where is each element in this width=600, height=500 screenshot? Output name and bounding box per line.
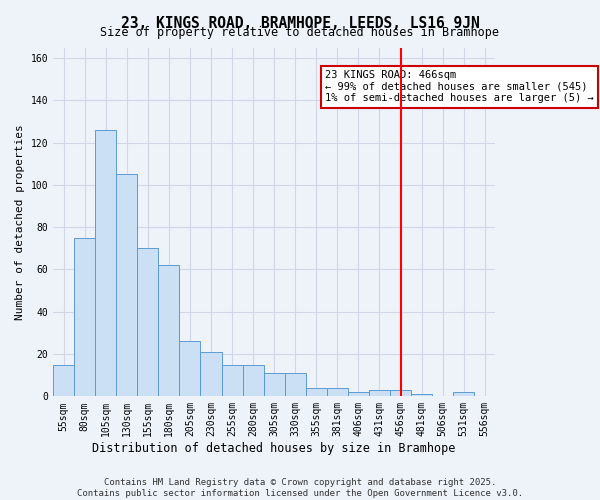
Bar <box>200 352 221 397</box>
Text: Size of property relative to detached houses in Bramhope: Size of property relative to detached ho… <box>101 26 499 39</box>
Bar <box>116 174 137 396</box>
Bar <box>242 364 263 396</box>
Bar <box>327 388 348 396</box>
Bar <box>137 248 158 396</box>
Bar <box>74 238 95 396</box>
Bar <box>221 364 242 396</box>
Bar <box>369 390 390 396</box>
Text: Contains HM Land Registry data © Crown copyright and database right 2025.
Contai: Contains HM Land Registry data © Crown c… <box>77 478 523 498</box>
Bar <box>390 390 411 396</box>
Bar <box>348 392 369 396</box>
X-axis label: Distribution of detached houses by size in Bramhope: Distribution of detached houses by size … <box>92 442 456 455</box>
Y-axis label: Number of detached properties: Number of detached properties <box>15 124 25 320</box>
Bar <box>95 130 116 396</box>
Bar <box>158 266 179 396</box>
Bar <box>411 394 432 396</box>
Text: 23, KINGS ROAD, BRAMHOPE, LEEDS, LS16 9JN: 23, KINGS ROAD, BRAMHOPE, LEEDS, LS16 9J… <box>121 16 479 31</box>
Bar <box>284 373 306 396</box>
Bar <box>53 364 74 396</box>
Bar <box>306 388 327 396</box>
Bar <box>263 373 284 396</box>
Text: 23 KINGS ROAD: 466sqm
← 99% of detached houses are smaller (545)
1% of semi-deta: 23 KINGS ROAD: 466sqm ← 99% of detached … <box>325 70 594 103</box>
Bar <box>453 392 474 396</box>
Bar <box>179 342 200 396</box>
